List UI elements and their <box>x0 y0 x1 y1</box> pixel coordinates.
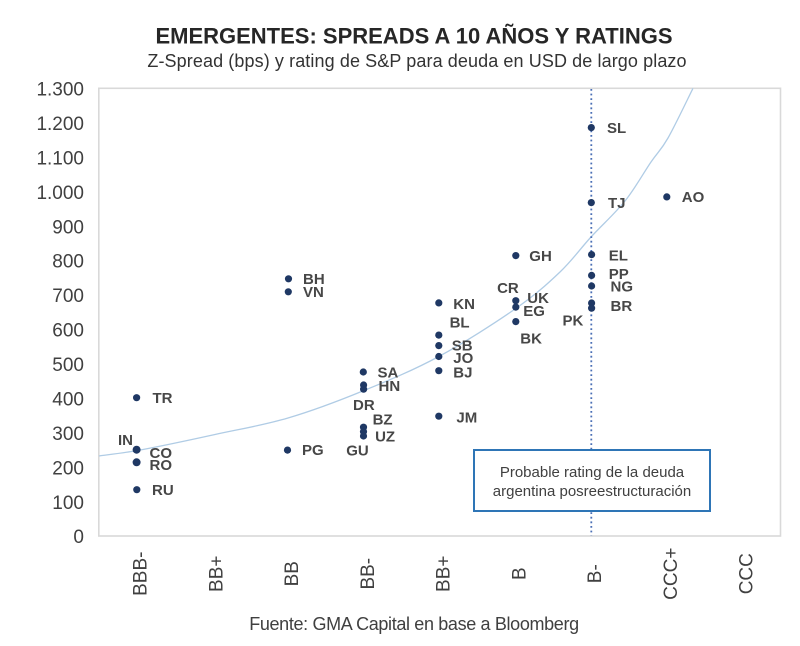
svg-text:300: 300 <box>52 424 84 445</box>
svg-text:CCC: CCC <box>737 553 758 594</box>
svg-text:BH: BH <box>303 271 325 288</box>
svg-text:SA: SA <box>378 365 399 382</box>
svg-text:CR: CR <box>497 280 519 297</box>
svg-text:JM: JM <box>456 410 477 427</box>
svg-text:BZ: BZ <box>373 411 393 428</box>
svg-text:700: 700 <box>52 286 84 307</box>
svg-text:B-: B- <box>585 564 606 583</box>
svg-text:400: 400 <box>52 389 84 410</box>
svg-text:0: 0 <box>73 527 84 548</box>
svg-text:BB+: BB+ <box>434 555 455 591</box>
svg-text:GH: GH <box>529 248 552 265</box>
svg-text:SB: SB <box>452 337 473 354</box>
svg-text:RU: RU <box>152 482 174 499</box>
svg-text:UZ: UZ <box>375 428 395 445</box>
svg-text:EL: EL <box>609 247 628 264</box>
svg-text:SL: SL <box>607 120 626 137</box>
svg-text:DR: DR <box>353 397 375 414</box>
svg-text:HN: HN <box>379 378 401 395</box>
svg-text:EG: EG <box>523 303 545 320</box>
svg-text:600: 600 <box>52 321 84 342</box>
svg-text:TJ: TJ <box>608 195 626 212</box>
svg-text:100: 100 <box>52 493 84 514</box>
svg-text:PG: PG <box>302 442 324 459</box>
svg-text:Z-Spread (bps) y rating de S&P: Z-Spread (bps) y rating de S&P para deud… <box>147 51 686 71</box>
svg-text:BBB-: BBB- <box>131 552 152 596</box>
svg-text:B: B <box>509 567 530 580</box>
svg-text:Fuente: GMA Capital en base a: Fuente: GMA Capital en base a Bloomberg <box>249 614 579 634</box>
svg-text:BB-: BB- <box>358 558 379 590</box>
svg-text:1.000: 1.000 <box>36 183 84 204</box>
svg-text:RO: RO <box>150 457 173 474</box>
svg-text:800: 800 <box>52 252 84 273</box>
svg-text:1.300: 1.300 <box>36 80 84 101</box>
svg-text:BB: BB <box>282 561 303 586</box>
svg-text:CCC+: CCC+ <box>661 548 682 600</box>
svg-text:NG: NG <box>611 278 634 295</box>
svg-text:Probable rating de la deuda: Probable rating de la deuda <box>500 464 685 481</box>
svg-text:900: 900 <box>52 217 84 238</box>
svg-text:BJ: BJ <box>453 365 472 382</box>
svg-text:500: 500 <box>52 355 84 376</box>
svg-text:PP: PP <box>609 266 629 283</box>
svg-text:UK: UK <box>527 290 549 307</box>
svg-text:GU: GU <box>346 442 369 459</box>
svg-text:200: 200 <box>52 458 84 479</box>
svg-text:JO: JO <box>453 350 473 367</box>
svg-text:1.100: 1.100 <box>36 148 84 169</box>
svg-text:argentina posreestructuración: argentina posreestructuración <box>493 483 691 500</box>
svg-text:1.200: 1.200 <box>36 114 84 135</box>
svg-text:TR: TR <box>153 390 173 407</box>
svg-text:BL: BL <box>450 315 470 332</box>
svg-text:AO: AO <box>682 189 705 206</box>
svg-text:PK: PK <box>563 313 584 330</box>
svg-text:BK: BK <box>520 330 542 347</box>
svg-text:VN: VN <box>303 284 324 301</box>
svg-text:BR: BR <box>611 298 633 315</box>
svg-text:IN: IN <box>118 432 133 449</box>
svg-text:BB+: BB+ <box>206 555 227 591</box>
svg-text:EMERGENTES: SPREADS A 10 AÑOS: EMERGENTES: SPREADS A 10 AÑOS Y RATINGS <box>155 24 672 49</box>
svg-text:CO: CO <box>150 445 173 462</box>
svg-text:KN: KN <box>453 296 475 313</box>
